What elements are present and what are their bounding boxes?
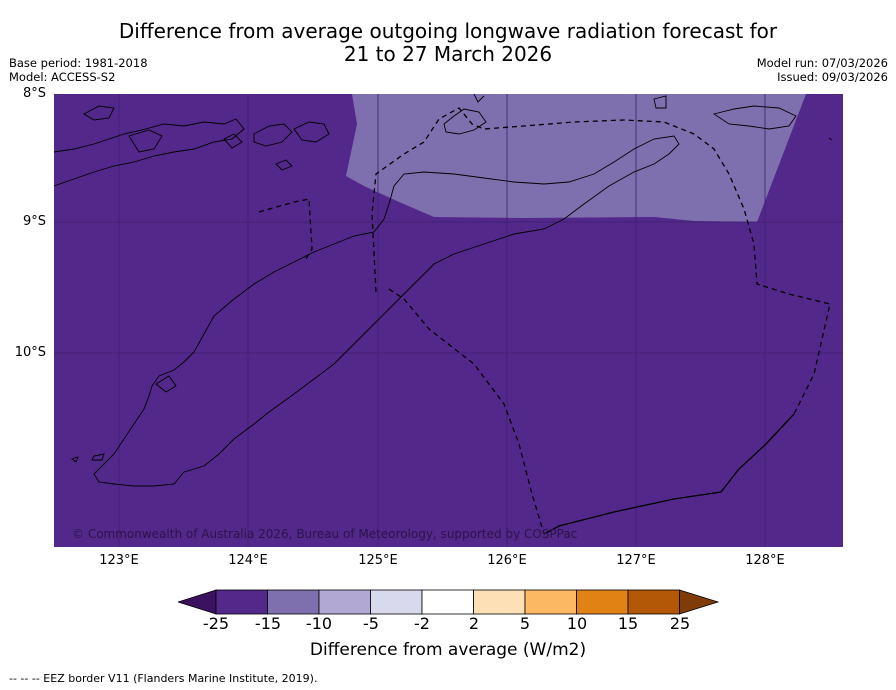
cbar-tick-1: -25 xyxy=(202,614,230,633)
colorbar-swatch-9 xyxy=(627,589,680,615)
lat-label-9s: 9°S xyxy=(22,214,46,229)
title-line-2: 21 to 27 March 2026 xyxy=(343,42,553,66)
cbar-tick-4: -5 xyxy=(363,614,379,633)
cbar-tick-5: -2 xyxy=(414,614,430,633)
issued-date: Issued: 09/03/2026 xyxy=(777,70,888,84)
map-title: Difference from average outgoing longwav… xyxy=(0,20,896,66)
model-run: Model run: 07/03/2026 xyxy=(756,56,888,70)
cbar-tick-2: -15 xyxy=(254,614,282,633)
colorbar-high-arrow xyxy=(679,589,720,615)
cbar-tick-3: -10 xyxy=(305,614,333,633)
lat-label-8s: 8°S xyxy=(22,86,46,101)
colorbar-swatch-6 xyxy=(473,589,526,615)
meta-right: Model run: 07/03/2026 Issued: 09/03/2026 xyxy=(757,56,888,84)
map-panel: © Commonwealth of Australia 2026, Bureau… xyxy=(54,94,843,547)
colorbar-swatch-3 xyxy=(318,589,371,615)
cbar-tick-7: 5 xyxy=(519,614,531,633)
eez-border xyxy=(258,107,831,535)
lon-label-126e: 126°E xyxy=(487,553,527,568)
cbar-tick-6: 2 xyxy=(468,614,480,633)
model-name: Model: ACCESS-S2 xyxy=(9,70,116,84)
cbar-tick-8: 10 xyxy=(566,614,588,633)
title-line-1: Difference from average outgoing longwav… xyxy=(118,19,778,43)
gridlines xyxy=(54,94,843,547)
lon-label-123e: 123°E xyxy=(99,553,139,568)
base-period: Base period: 1981-2018 xyxy=(9,56,148,70)
meta-left: Base period: 1981-2018 Model: ACCESS-S2 xyxy=(9,56,148,84)
coastlines xyxy=(54,94,833,487)
colorbar-low-arrow xyxy=(178,589,217,615)
copyright-notice: © Commonwealth of Australia 2026, Bureau… xyxy=(72,527,577,541)
lon-label-127e: 127°E xyxy=(616,553,656,568)
colorbar-swatch-8 xyxy=(576,589,629,615)
colorbar-swatch-7 xyxy=(524,589,577,615)
colorbar xyxy=(178,589,720,615)
lon-label-128e: 128°E xyxy=(745,553,785,568)
lat-label-10s: 10°S xyxy=(14,345,46,360)
colorbar-title: Difference from average (W/m2) xyxy=(309,640,587,660)
cbar-tick-10: 25 xyxy=(669,614,691,633)
cbar-tick-9: 15 xyxy=(617,614,639,633)
colorbar-swatch-2 xyxy=(267,589,320,615)
colorbar-swatch-1 xyxy=(215,589,268,615)
colorbar-swatch-5 xyxy=(421,589,474,615)
anomaly-field-light xyxy=(346,94,806,222)
lon-label-125e: 125°E xyxy=(358,553,398,568)
eez-footnote: -- -- -- EEZ border V11 (Flanders Marine… xyxy=(9,672,318,685)
lon-label-124e: 124°E xyxy=(228,553,268,568)
colorbar-swatch-4 xyxy=(370,589,423,615)
